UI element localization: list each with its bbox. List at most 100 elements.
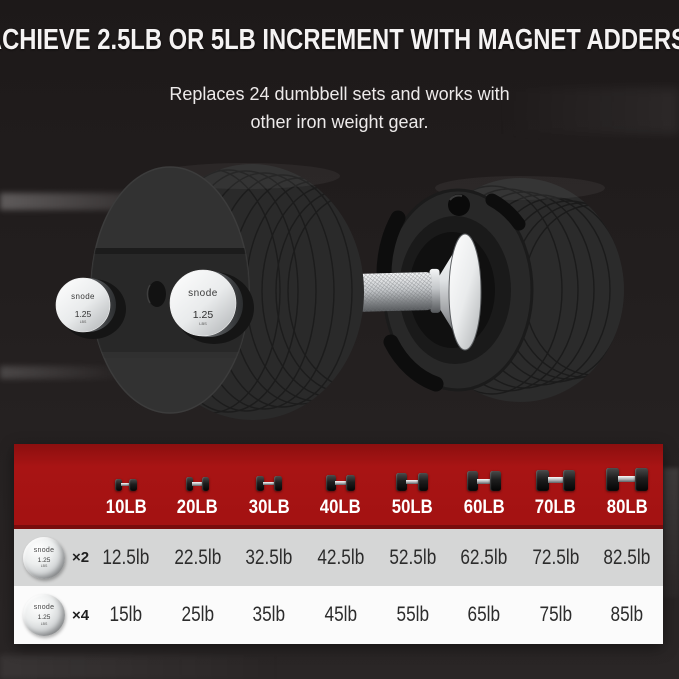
dumbbell-icon: [536, 469, 575, 491]
left-weight-head: snode 1.25 LBS snode 1.25 LBS: [55, 163, 364, 420]
multiplier-label: ×4: [72, 606, 90, 624]
row-header-x2: snode 1.25 LBS ×2: [14, 536, 90, 579]
column-label: 60LB: [463, 497, 505, 518]
weight-table: 10LB 20LB 30LB 40LB 50LB 60LB: [14, 444, 663, 644]
dumbbell-bar-icon: [121, 483, 131, 487]
column-label: 70LB: [535, 497, 577, 518]
dumbbell-head-icon: [129, 478, 137, 491]
table-cell: 42.5lb: [317, 545, 365, 569]
dumbbell-bar-icon: [476, 478, 492, 484]
table-cell: 55lb: [396, 603, 429, 626]
table-cell: 85lb: [610, 603, 644, 626]
dumbbell-bar-icon: [547, 477, 564, 484]
magnet-adder-disc: snode 1.25 LBS: [169, 269, 254, 344]
table-cell: 82.5lb: [603, 545, 651, 569]
dumbbell-head-icon: [115, 478, 123, 491]
table-cell: 52.5lb: [388, 545, 436, 569]
weight-label: 1.25: [37, 614, 51, 621]
subtitle-line-1: Replaces 24 dumbbell sets and works with: [169, 84, 510, 104]
weight-label: 1.25: [75, 309, 92, 319]
dumbbell-head-icon: [490, 471, 502, 491]
table-col-30lb: 30LB: [233, 444, 305, 525]
table-row-x4: snode 1.25 LBS ×4 15lb 25lb 35lb 45lb 55…: [14, 586, 663, 644]
background-streak: [663, 468, 679, 598]
table-col-70lb: 70LB: [520, 444, 592, 525]
table-cell: 15lb: [109, 603, 143, 626]
dumbbell-bar-icon: [405, 479, 420, 485]
table-header-row: 10LB 20LB 30LB 40LB 50LB 60LB: [14, 444, 663, 529]
unit-label: LBS: [80, 320, 87, 324]
table-cell: 32.5lb: [245, 545, 293, 569]
dumbbell-icon: [466, 471, 502, 491]
subtitle-line-2: other iron weight gear.: [250, 112, 429, 132]
column-label: 80LB: [606, 497, 648, 518]
handle-cone: [438, 233, 482, 351]
table-col-10lb: 10LB: [90, 444, 162, 525]
headline-text: ACHIEVE 2.5LB OR 5LB INCREMENT WITH MAGN…: [0, 24, 679, 56]
table-col-20lb: 20LB: [162, 444, 234, 525]
head-hole: [448, 194, 470, 216]
weight-label: 1.25: [193, 309, 214, 321]
table-cell: 22.5lb: [173, 545, 221, 569]
weight-label: 1.25: [37, 556, 51, 564]
dumbbell-head-icon: [345, 474, 356, 491]
dumbbell-head-icon: [396, 472, 407, 491]
column-label: 20LB: [176, 497, 218, 518]
column-label: 50LB: [391, 497, 433, 518]
table-cell: 62.5lb: [460, 545, 508, 569]
column-label: 10LB: [105, 497, 147, 518]
subtitle: Replaces 24 dumbbell sets and works with…: [0, 80, 679, 136]
background-streak: [0, 655, 408, 679]
table-col-50lb: 50LB: [377, 444, 449, 525]
dumbbell-bar-icon: [263, 481, 275, 486]
dumbbell-head-icon: [326, 474, 336, 491]
table-corner-cell: [14, 444, 90, 525]
column-label: 30LB: [248, 497, 290, 518]
product-photo: snode 1.25 LBS snode 1.25 LBS: [55, 163, 624, 420]
magnet-disc-icon: snode 1.25 LBS: [23, 594, 65, 636]
unit-label: LBS: [40, 564, 48, 568]
table-cell: 12.5lb: [102, 545, 150, 569]
brand-label: snode: [188, 288, 218, 299]
dumbbell-head-icon: [466, 471, 478, 491]
dumbbell-head-icon: [634, 467, 649, 491]
table-cell: 72.5lb: [532, 545, 580, 569]
table-col-60lb: 60LB: [448, 444, 520, 525]
face-hole: [148, 281, 166, 307]
dumbbell-icon: [606, 467, 649, 491]
unit-label: LBS: [40, 621, 48, 626]
magnet-adder-disc: snode 1.25 LBS: [55, 277, 126, 339]
magnet-disc-icon: snode 1.25 LBS: [23, 536, 65, 579]
table-cell: 45lb: [324, 603, 357, 626]
dumbbell-head-icon: [536, 469, 549, 491]
table-cell: 65lb: [467, 603, 501, 626]
dumbbell-bar-icon: [192, 482, 203, 486]
dumbbell-head-icon: [255, 475, 265, 491]
dumbbell-icon: [255, 475, 283, 491]
table-col-40lb: 40LB: [305, 444, 377, 525]
dumbbell-head-icon: [606, 467, 620, 491]
table-col-80lb: 80LB: [591, 444, 663, 525]
table-cell: 25lb: [181, 603, 214, 626]
column-label: 40LB: [320, 497, 362, 518]
table-cell: 75lb: [539, 603, 572, 626]
dumbbell-icon: [185, 477, 210, 491]
handle: [349, 268, 441, 313]
headline: ACHIEVE 2.5LB OR 5LB INCREMENT WITH MAGN…: [0, 24, 679, 57]
unit-label: LBS: [199, 321, 207, 326]
dumbbell-icon: [326, 474, 356, 491]
dumbbell-head-icon: [418, 472, 429, 491]
multiplier-label: ×2: [72, 549, 90, 566]
dumbbell-head-icon: [185, 477, 194, 491]
dumbbell-head-icon: [273, 475, 283, 491]
dumbbell-icon: [396, 472, 429, 491]
dumbbell-head-icon: [562, 469, 575, 491]
row-header-x4: snode 1.25 LBS ×4: [14, 594, 90, 636]
brand-label: snode: [71, 292, 95, 301]
dumbbell-bar-icon: [618, 476, 636, 483]
brand-label: snode: [33, 604, 55, 611]
table-cell: 35lb: [252, 603, 286, 626]
brand-label: snode: [33, 546, 55, 554]
dumbbell-head-icon: [201, 477, 210, 491]
